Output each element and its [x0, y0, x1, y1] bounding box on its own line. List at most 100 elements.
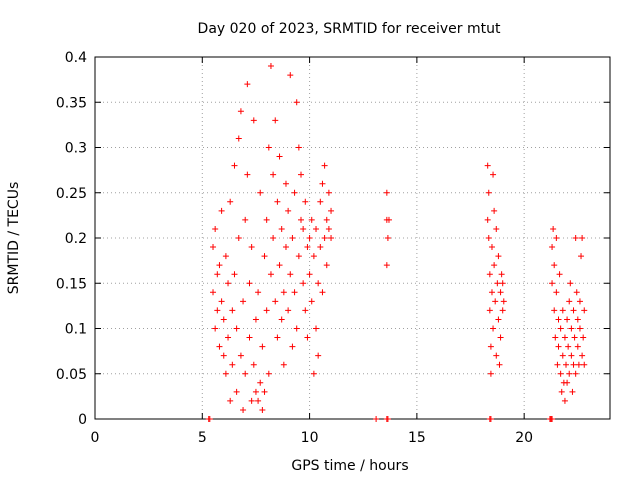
data-point	[278, 316, 285, 323]
data-point	[263, 307, 270, 314]
data-point	[257, 379, 264, 386]
data-point	[225, 334, 232, 341]
data-point	[553, 289, 560, 296]
data-point	[285, 207, 292, 214]
data-point	[487, 343, 494, 350]
data-point	[272, 117, 279, 124]
data-point	[261, 388, 268, 395]
data-point	[212, 325, 219, 332]
data-point	[323, 262, 330, 269]
data-point	[319, 180, 326, 187]
y-tick-label: 0.4	[65, 50, 87, 66]
data-point	[488, 244, 495, 251]
data-point	[578, 253, 585, 260]
data-point	[492, 298, 499, 305]
data-point	[486, 271, 493, 278]
data-point	[497, 334, 504, 341]
data-point	[486, 307, 493, 314]
data-point	[317, 244, 324, 251]
data-point	[248, 244, 255, 251]
data-point	[240, 298, 247, 305]
data-point	[581, 307, 588, 314]
data-point	[384, 416, 391, 422]
data-point	[244, 171, 251, 178]
data-point	[572, 235, 579, 241]
data-point	[246, 334, 253, 341]
data-point	[304, 244, 311, 251]
data-point	[328, 235, 335, 241]
data-point	[488, 289, 495, 296]
data-point	[216, 343, 223, 350]
data-point	[319, 289, 326, 296]
data-point	[263, 216, 270, 223]
y-tick-label: 0	[78, 412, 87, 428]
data-point	[289, 235, 296, 241]
data-point	[306, 235, 313, 241]
y-tick-label: 0.3	[65, 141, 87, 157]
data-point	[214, 307, 221, 314]
data-point	[491, 207, 498, 214]
data-point	[265, 370, 272, 377]
data-point	[500, 298, 507, 305]
data-point	[298, 171, 304, 178]
data-point	[558, 388, 565, 395]
data-point	[218, 298, 225, 305]
data-point	[252, 316, 259, 323]
data-point	[235, 235, 242, 241]
data-point	[315, 280, 322, 287]
data-point	[385, 216, 392, 223]
data-point	[240, 406, 247, 413]
data-point	[325, 225, 332, 232]
data-point	[308, 216, 315, 223]
data-point	[490, 325, 497, 332]
x-tick-label: 10	[301, 430, 319, 446]
data-point	[306, 271, 313, 278]
data-point	[291, 289, 298, 296]
data-point	[261, 253, 268, 260]
data-point	[315, 352, 322, 359]
data-point	[498, 271, 505, 278]
data-point	[570, 361, 577, 368]
data-point	[559, 307, 566, 314]
data-point	[270, 171, 277, 178]
plot-frame	[94, 56, 611, 420]
x-tick-label: 20	[515, 430, 533, 446]
data-point	[270, 235, 277, 241]
data-point	[293, 99, 300, 106]
data-point	[242, 370, 249, 377]
x-tick-label: 0	[91, 430, 100, 446]
data-point	[570, 307, 577, 314]
data-point	[280, 289, 287, 296]
data-point	[293, 325, 300, 332]
data-point	[564, 379, 571, 386]
data-point	[222, 253, 229, 260]
data-point	[499, 280, 506, 287]
data-point	[259, 343, 266, 350]
data-point	[274, 198, 281, 205]
data-point	[325, 189, 332, 196]
data-point	[580, 334, 587, 341]
data-point	[304, 334, 311, 341]
data-point	[549, 244, 556, 251]
y-tick-label: 0.2	[65, 231, 87, 247]
data-point	[231, 271, 238, 278]
data-point	[244, 81, 251, 88]
data-point	[490, 171, 497, 178]
data-point	[328, 207, 335, 214]
data-point	[497, 289, 504, 296]
data-point	[276, 153, 283, 160]
data-point	[496, 361, 503, 368]
y-axis: 0 0.05 0.1 0.15 0.2 0.25 0.3 0.35 0.4	[56, 50, 610, 428]
data-point	[554, 361, 561, 368]
x-tick-label: 15	[408, 430, 426, 446]
data-point	[300, 280, 307, 287]
data-point	[565, 343, 572, 350]
data-point	[212, 225, 219, 232]
data-point	[564, 316, 571, 323]
data-point	[567, 280, 574, 287]
data-point	[579, 352, 586, 359]
data-point	[574, 343, 581, 350]
y-tick-label: 0.1	[65, 322, 87, 338]
data-point	[557, 325, 564, 332]
data-point	[233, 388, 240, 395]
